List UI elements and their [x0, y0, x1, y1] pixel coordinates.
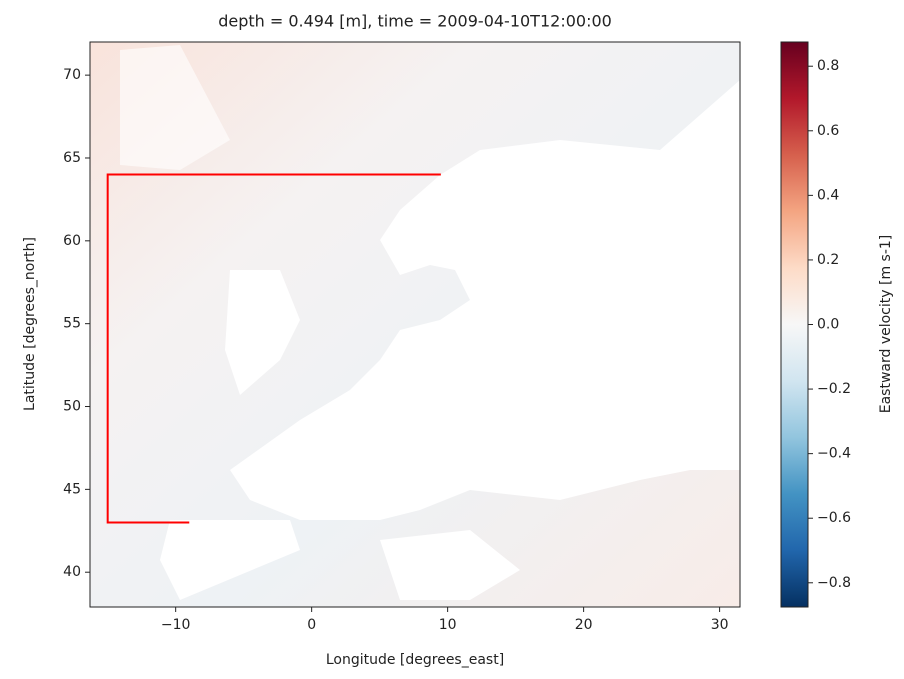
colorbar-label: Eastward velocity [m s-1]: [878, 235, 894, 414]
x-tick-label: 20: [575, 617, 593, 633]
y-tick-label: 55: [63, 316, 81, 332]
colorbar-tick-label: −0.2: [817, 381, 851, 397]
land: [225, 270, 300, 395]
colorbar-tick-label: −0.6: [817, 510, 851, 526]
colorbar-tick-label: 0.4: [817, 187, 839, 203]
colorbar-tick-label: 0.2: [817, 252, 839, 268]
colorbar-tick-label: −0.4: [817, 446, 851, 462]
x-tick-label: 10: [439, 617, 457, 633]
y-tick-label: 60: [63, 233, 81, 249]
y-axis-label: Latitude [degrees_north]: [22, 237, 38, 411]
colorbar-tick-label: 0.0: [817, 317, 839, 333]
land: [160, 520, 300, 600]
colorbar-tick-label: −0.8: [817, 575, 851, 591]
x-tick-label: 30: [711, 617, 729, 633]
y-tick-label: 65: [63, 150, 81, 166]
x-axis-label: Longitude [degrees_east]: [326, 652, 504, 668]
y-tick-label: 50: [63, 399, 81, 415]
y-tick-label: 40: [63, 564, 81, 580]
colorbar-tick-label: 0.8: [817, 58, 839, 74]
overlay-line: [106, 173, 441, 524]
x-tick-label: −10: [161, 617, 191, 633]
y-tick-label: 45: [63, 481, 81, 497]
chart-title: depth = 0.494 [m], time = 2009-04-10T12:…: [218, 12, 612, 31]
land: [380, 530, 520, 600]
land: [120, 45, 230, 170]
map-field: [90, 42, 740, 607]
land: [230, 80, 740, 520]
plot-frame: [89, 41, 741, 608]
colorbar: [780, 41, 809, 608]
x-tick-label: 0: [307, 617, 316, 633]
colorbar-tick-label: 0.6: [817, 123, 839, 139]
y-tick-label: 70: [63, 67, 81, 83]
